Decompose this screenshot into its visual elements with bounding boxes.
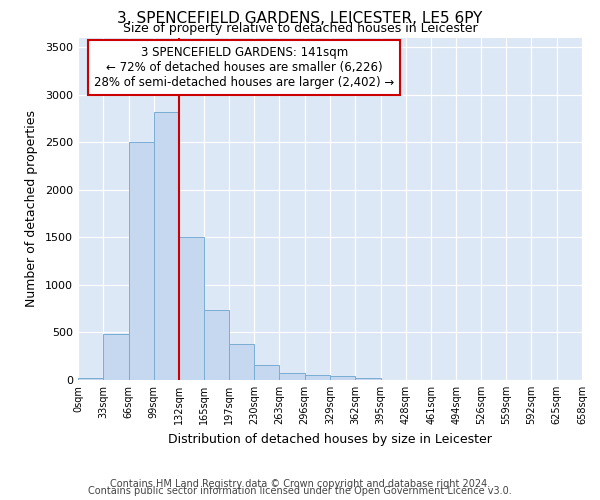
Bar — [254, 366, 280, 380]
Text: Size of property relative to detached houses in Leicester: Size of property relative to detached ho… — [122, 22, 478, 35]
Text: 3, SPENCEFIELD GARDENS, LEICESTER, LE5 6PY: 3, SPENCEFIELD GARDENS, LEICESTER, LE5 6… — [118, 11, 482, 26]
Bar — [305, 375, 330, 380]
Text: 3 SPENCEFIELD GARDENS: 141sqm
← 72% of detached houses are smaller (6,226)
28% o: 3 SPENCEFIELD GARDENS: 141sqm ← 72% of d… — [94, 46, 394, 89]
Bar — [78, 378, 103, 380]
Bar — [205, 310, 229, 380]
Bar — [154, 112, 179, 380]
Bar — [179, 238, 205, 380]
Y-axis label: Number of detached properties: Number of detached properties — [25, 110, 38, 307]
Bar — [229, 344, 254, 380]
Text: Contains HM Land Registry data © Crown copyright and database right 2024.: Contains HM Land Registry data © Crown c… — [110, 479, 490, 489]
Bar — [128, 142, 154, 380]
Bar — [355, 378, 380, 380]
Text: Contains public sector information licensed under the Open Government Licence v3: Contains public sector information licen… — [88, 486, 512, 496]
Bar — [330, 376, 355, 380]
Bar — [280, 373, 305, 380]
Bar — [103, 334, 128, 380]
X-axis label: Distribution of detached houses by size in Leicester: Distribution of detached houses by size … — [168, 432, 492, 446]
